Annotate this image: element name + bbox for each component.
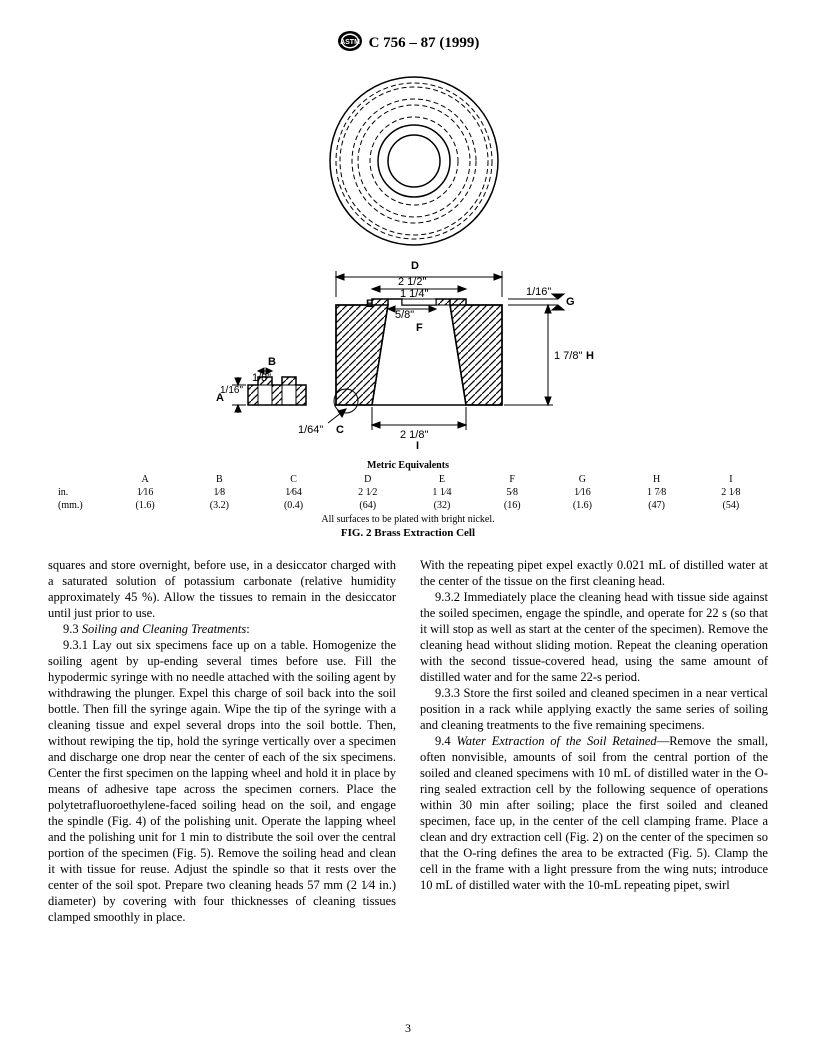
- table-row: (mm.) (1.6)(3.2)(0.4) (64)(32)(16) (1.6)…: [48, 499, 768, 512]
- svg-text:1/8": 1/8": [252, 372, 271, 384]
- brass-cell-drawing: D 2 1/2" 1 1/4" E 5/8" F 1/16" G: [188, 65, 628, 450]
- svg-text:B: B: [268, 356, 276, 368]
- svg-text:G: G: [566, 296, 575, 308]
- body-text: squares and store overnight, before use,…: [48, 557, 768, 925]
- svg-text:1 7/8": 1 7/8": [554, 350, 582, 362]
- metric-equivalents-table: ABC DEF GHI in. 1⁄161⁄8 1⁄642 1⁄2 1 1⁄45…: [48, 473, 768, 512]
- paragraph-9-3-2: 9.3.2 Immediately place the cleaning hea…: [420, 589, 768, 685]
- svg-text:2 1/8": 2 1/8": [400, 429, 428, 441]
- paragraph-9-3-3: 9.3.3 Store the first soiled and cleaned…: [420, 685, 768, 733]
- table-row: ABC DEF GHI: [48, 473, 768, 486]
- paragraph: squares and store overnight, before use,…: [48, 557, 396, 621]
- astm-logo-icon: ASTM: [337, 30, 363, 57]
- svg-text:5/8": 5/8": [395, 309, 414, 321]
- page-number: 3: [0, 1021, 816, 1036]
- svg-text:1/16": 1/16": [526, 286, 551, 298]
- svg-text:ASTM: ASTM: [340, 39, 360, 46]
- svg-text:I: I: [416, 440, 419, 450]
- svg-text:2 1/2": 2 1/2": [398, 276, 426, 288]
- figure-caption: FIG. 2 Brass Extraction Cell: [48, 527, 768, 539]
- svg-text:H: H: [586, 350, 594, 362]
- svg-text:D: D: [411, 260, 419, 272]
- section-9-3: 9.3 Soiling and Cleaning Treatments:: [48, 621, 396, 637]
- metric-equivalents-title: Metric Equivalents: [48, 460, 768, 471]
- svg-text:1 1/4": 1 1/4": [400, 288, 428, 300]
- table-row: in. 1⁄161⁄8 1⁄642 1⁄2 1 1⁄45⁄8 1⁄161 7⁄8…: [48, 486, 768, 499]
- paragraph-9-3-1b: With the repeating pipet expel exactly 0…: [420, 557, 768, 589]
- plating-note: All surfaces to be plated with bright ni…: [48, 514, 768, 525]
- page-header: ASTM C 756 – 87 (1999): [48, 30, 768, 57]
- figure-2: D 2 1/2" 1 1/4" E 5/8" F 1/16" G: [48, 65, 768, 454]
- standard-number: C 756 – 87 (1999): [369, 35, 480, 52]
- svg-text:1/64": 1/64": [298, 424, 323, 436]
- section-9-4: 9.4 Water Extraction of the Soil Retaine…: [420, 733, 768, 893]
- svg-text:E: E: [366, 298, 373, 310]
- svg-text:C: C: [336, 424, 344, 436]
- svg-text:1/16": 1/16": [220, 385, 243, 396]
- svg-text:F: F: [416, 322, 423, 334]
- paragraph-9-3-1: 9.3.1 Lay out six specimens face up on a…: [48, 637, 396, 925]
